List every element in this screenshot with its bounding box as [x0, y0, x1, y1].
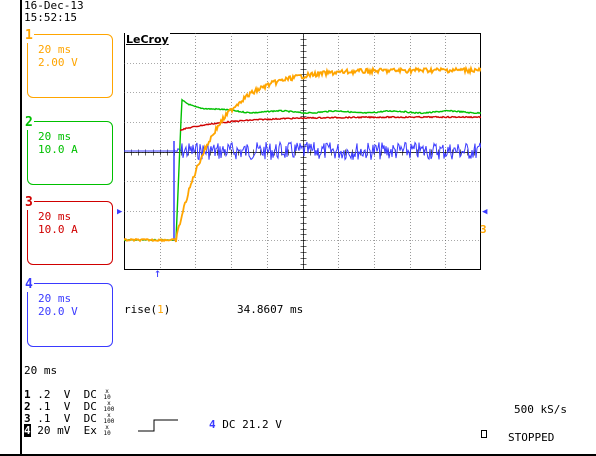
waveform-svg — [124, 33, 481, 270]
sample-rate: 500 kS/s — [514, 403, 567, 416]
acq-row-4: 4 20 mV Ex x 10 — [24, 424, 111, 437]
level-marker-left: ▶ — [117, 207, 123, 217]
channel-4-timebase: 20 ms — [38, 292, 72, 305]
trace-channel-3 — [179, 115, 481, 132]
bottom-divider — [0, 454, 596, 456]
measurement-label: rise(1) — [124, 303, 171, 316]
left-divider — [20, 0, 22, 456]
waveform-display[interactable] — [124, 33, 481, 270]
date-label: 16-Dec-13 — [24, 0, 84, 12]
trigger-position-arrow-icon: ↑ — [154, 266, 162, 280]
trace-channel-2 — [124, 98, 481, 242]
traces — [124, 65, 481, 243]
channel-4-box[interactable]: 4 20 ms 20.0 V — [24, 277, 113, 347]
timebase-readout: 20 ms — [24, 364, 58, 377]
channel-3-box[interactable]: 3 20 ms 10.0 A — [24, 195, 113, 265]
channel-1-box[interactable]: 1 20 ms 2.00 V — [24, 28, 113, 98]
channel-4-scale: 20.0 V — [38, 305, 78, 318]
trace-channel-1 — [124, 65, 481, 243]
channel-4-number: 4 — [24, 277, 34, 292]
status-indicator-icon — [481, 430, 487, 438]
channel-2-timebase: 20 ms — [38, 130, 72, 143]
acq-row-2: 2 .1 V DC x 100 — [24, 400, 115, 413]
channel-2-number: 2 — [24, 115, 34, 130]
datetime: 16-Dec-13 15:52:15 — [24, 0, 84, 24]
channel-1-scale: 2.00 V — [38, 56, 78, 69]
channel-1-timebase: 20 ms — [38, 43, 72, 56]
trigger-edge-icon — [138, 419, 178, 432]
channel-3-number: 3 — [24, 195, 34, 210]
channel-2-box[interactable]: 2 20 ms 10.0 A — [24, 115, 113, 185]
trigger-readout: 4 DC 21.2 V — [209, 418, 282, 431]
channel-1-offset-marker: 3 — [480, 223, 487, 236]
channel-3-timebase: 20 ms — [38, 210, 72, 223]
level-marker-right: ◀ — [482, 207, 488, 217]
brand-logo: LeCroy — [125, 33, 170, 46]
channel-2-scale: 10.0 A — [38, 143, 78, 156]
measurement-value: 34.8607 ms — [237, 303, 304, 316]
channel-1-number: 1 — [24, 28, 34, 43]
time-label: 15:52:15 — [24, 11, 77, 24]
trace-channel-4 — [124, 140, 481, 161]
acquisition-status: STOPPED — [508, 431, 555, 444]
acq-row-3: 3 .1 V DC x 100 — [24, 412, 115, 425]
acq-row-1: 1 .2 V DC x 10 — [24, 388, 111, 401]
channel-3-scale: 10.0 A — [38, 223, 78, 236]
